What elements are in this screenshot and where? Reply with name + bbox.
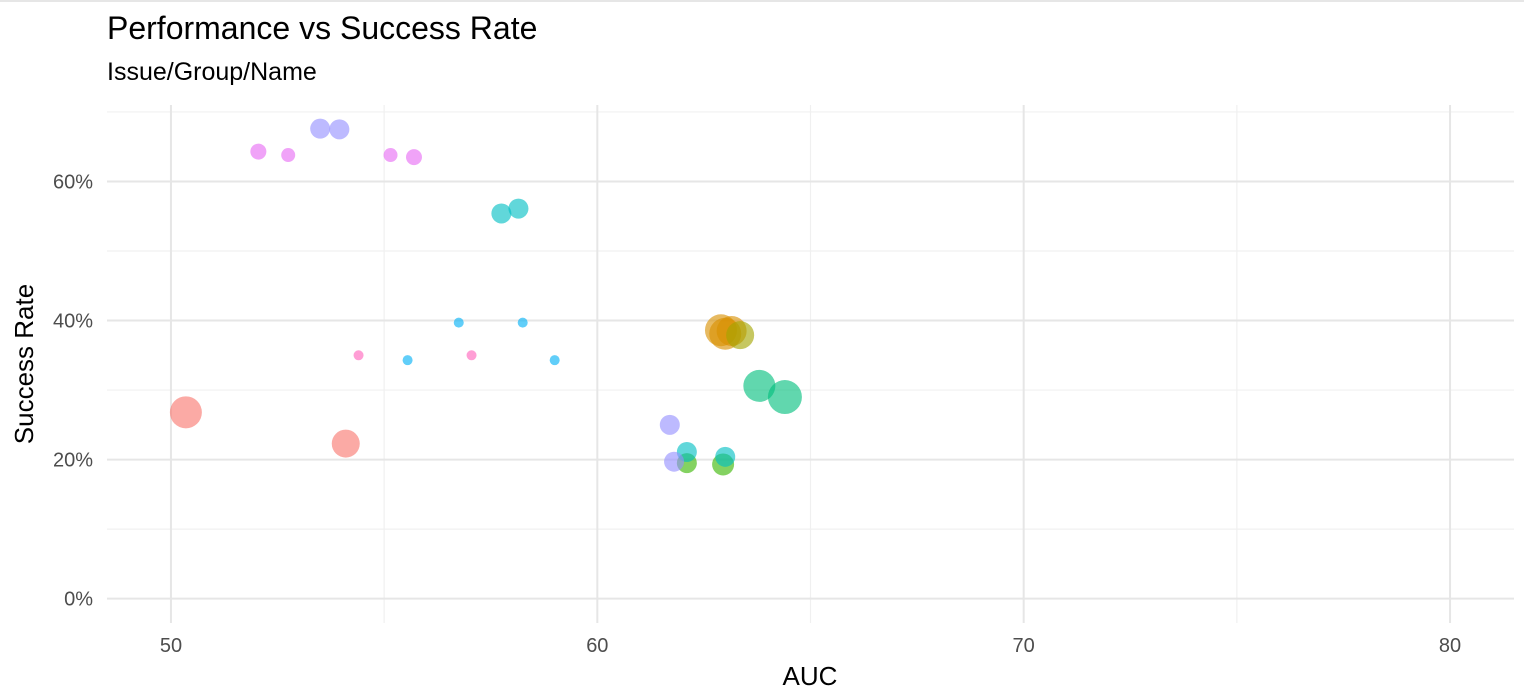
scatter-point bbox=[353, 350, 364, 361]
y-tick-label: 60% bbox=[53, 171, 93, 193]
scatter-point bbox=[281, 148, 296, 163]
scatter-point bbox=[383, 148, 398, 163]
scatter-point bbox=[743, 369, 776, 402]
grid-lines bbox=[107, 105, 1514, 623]
scatter-point bbox=[466, 350, 477, 361]
data-points bbox=[169, 118, 802, 476]
scatter-point bbox=[402, 355, 413, 366]
scatter-point bbox=[169, 396, 202, 429]
y-tick-label: 0% bbox=[64, 589, 93, 611]
scatter-point bbox=[453, 317, 464, 328]
y-tick-label: 20% bbox=[53, 450, 93, 472]
x-axis-title: AUC bbox=[783, 661, 838, 691]
y-axis-title: Success Rate bbox=[9, 284, 39, 444]
y-tick-label: 40% bbox=[53, 311, 93, 333]
scatter-point bbox=[767, 380, 802, 415]
scatter-point bbox=[664, 451, 685, 472]
scatter-point bbox=[659, 414, 680, 435]
scatter-point bbox=[310, 118, 331, 139]
chart-title: Performance vs Success Rate bbox=[107, 10, 538, 46]
x-tick-label: 80 bbox=[1439, 635, 1461, 657]
scatter-point bbox=[726, 321, 755, 350]
scatter-point bbox=[508, 198, 529, 219]
scatter-point bbox=[331, 429, 360, 458]
scatter-point bbox=[491, 203, 512, 224]
x-tick-label: 60 bbox=[586, 635, 608, 657]
scatter-point bbox=[517, 317, 528, 328]
axis-ticks: 50 60 70 80 0% 20% 40% 60% bbox=[53, 171, 1461, 657]
top-border bbox=[0, 0, 1524, 2]
scatter-point bbox=[250, 143, 267, 160]
scatter-point bbox=[329, 119, 350, 140]
x-tick-label: 70 bbox=[1013, 635, 1035, 657]
scatter-point bbox=[549, 355, 560, 366]
scatter-point bbox=[405, 149, 422, 166]
chart-subtitle: Issue/Group/Name bbox=[107, 58, 317, 86]
x-tick-label: 50 bbox=[160, 635, 182, 657]
scatter-point bbox=[715, 446, 736, 467]
